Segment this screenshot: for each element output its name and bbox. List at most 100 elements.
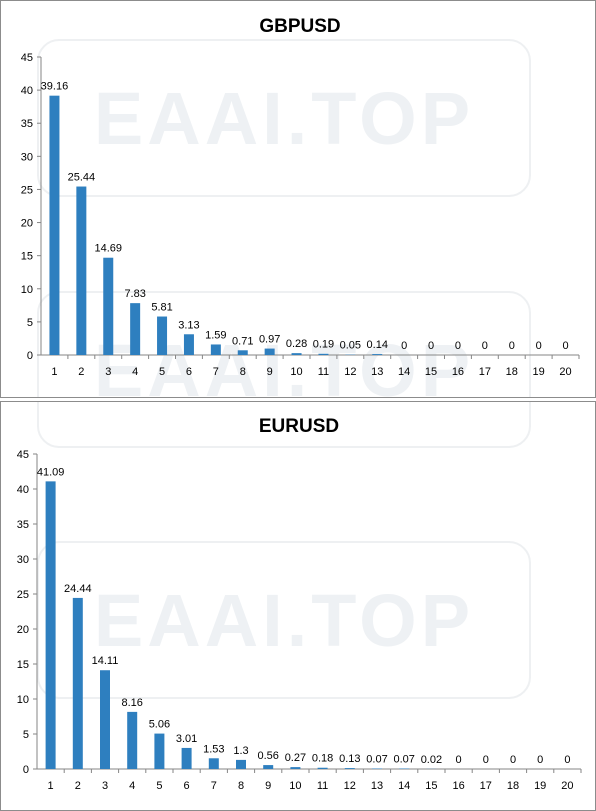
- x-tick-label: 19: [534, 780, 546, 792]
- bar: [291, 353, 302, 355]
- data-label: 0: [456, 754, 462, 766]
- data-label: 1.53: [203, 743, 224, 755]
- x-tick-label: 15: [425, 780, 437, 792]
- data-label: 0: [509, 340, 515, 352]
- x-tick-label: 20: [559, 366, 571, 378]
- data-label: 0: [428, 340, 434, 352]
- y-tick-label: 15: [17, 659, 29, 671]
- y-tick-label: 20: [17, 624, 29, 636]
- x-tick-label: 1: [48, 780, 54, 792]
- data-label: 7.83: [124, 288, 145, 300]
- data-label: 0: [401, 340, 407, 352]
- x-tick-label: 17: [479, 366, 491, 378]
- data-label: 3.13: [178, 319, 199, 331]
- x-tick-label: 10: [290, 366, 302, 378]
- data-label: 0.02: [421, 754, 442, 766]
- bar: [318, 353, 329, 355]
- x-tick-label: 16: [452, 366, 464, 378]
- bar: [127, 711, 138, 769]
- y-tick-label: 35: [21, 118, 33, 130]
- chart-panel-eurusd: EAAI.TOP EAAI.TOP EURUSD0510152025303540…: [0, 401, 596, 811]
- data-label: 0.13: [339, 753, 360, 765]
- data-label: 0.56: [257, 750, 278, 762]
- x-tick-label: 12: [344, 366, 356, 378]
- y-tick-label: 45: [21, 52, 33, 64]
- x-tick-label: 18: [506, 366, 518, 378]
- data-label: 0.05: [340, 340, 361, 352]
- data-label: 1.3: [233, 745, 248, 757]
- data-label: 24.44: [64, 583, 92, 595]
- x-tick-label: 5: [156, 780, 162, 792]
- y-tick-label: 40: [17, 484, 29, 496]
- x-tick-label: 1: [51, 366, 57, 378]
- x-tick-label: 20: [561, 780, 573, 792]
- data-label: 14.69: [94, 243, 122, 255]
- x-tick-label: 13: [371, 780, 383, 792]
- y-tick-label: 25: [17, 589, 29, 601]
- x-tick-label: 6: [186, 366, 192, 378]
- bar: [290, 767, 301, 769]
- chart-title: EURUSD: [259, 416, 339, 437]
- data-label: 39.16: [41, 81, 69, 93]
- data-label: 5.81: [151, 302, 172, 314]
- bar: [210, 344, 221, 355]
- y-tick-label: 10: [21, 284, 33, 296]
- y-tick-label: 10: [17, 694, 29, 706]
- x-tick-label: 18: [507, 780, 519, 792]
- x-tick-label: 19: [533, 366, 545, 378]
- x-tick-label: 3: [105, 366, 111, 378]
- x-tick-label: 9: [267, 366, 273, 378]
- data-label: 0: [510, 754, 516, 766]
- data-label: 41.09: [37, 466, 65, 478]
- bar: [181, 747, 192, 769]
- bar: [49, 95, 60, 356]
- data-label: 14.11: [92, 655, 119, 667]
- x-tick-label: 15: [425, 366, 437, 378]
- x-tick-label: 10: [289, 780, 301, 792]
- x-tick-label: 4: [132, 366, 138, 378]
- data-label: 0.71: [232, 335, 253, 347]
- x-tick-label: 11: [317, 780, 328, 792]
- data-label: 0.14: [367, 339, 388, 351]
- x-tick-label: 3: [102, 780, 108, 792]
- bar: [264, 348, 275, 355]
- bar: [344, 768, 355, 769]
- data-label: 3.01: [176, 733, 197, 745]
- data-label: 0.27: [285, 752, 306, 764]
- data-label: 0: [564, 754, 570, 766]
- data-label: 0.07: [393, 754, 414, 766]
- data-label: 25.44: [68, 172, 96, 184]
- bar-chart-eurusd: EURUSD05101520253035404541.09124.44214.1…: [17, 416, 582, 792]
- data-label: 0: [562, 340, 568, 352]
- y-tick-label: 5: [27, 317, 33, 329]
- data-label: 0: [455, 340, 461, 352]
- y-tick-label: 30: [21, 151, 33, 163]
- data-label: 0: [482, 340, 488, 352]
- data-label: 1.59: [205, 329, 226, 341]
- bar: [154, 733, 165, 769]
- x-tick-label: 4: [129, 780, 135, 792]
- x-tick-label: 5: [159, 366, 165, 378]
- x-tick-label: 12: [344, 780, 356, 792]
- x-tick-label: 6: [184, 780, 190, 792]
- data-label: 0.18: [312, 753, 333, 765]
- bar: [208, 758, 219, 769]
- bar: [130, 303, 141, 355]
- bar: [100, 670, 110, 769]
- bar: [103, 257, 114, 355]
- x-tick-label: 8: [238, 780, 244, 792]
- data-label: 0.19: [313, 339, 334, 351]
- x-tick-label: 2: [75, 780, 81, 792]
- x-tick-label: 9: [265, 780, 271, 792]
- chart-panel-gbpusd: EAAI.TOP EAAI.TOP GBPUSD 0 5 10 15 20 25 30 35 40…: [0, 0, 596, 398]
- data-label: 8.16: [121, 697, 142, 709]
- y-tick-label: 40: [21, 85, 33, 97]
- data-label: 0.07: [366, 754, 387, 766]
- bar: [76, 186, 87, 355]
- bar: [72, 597, 83, 769]
- x-tick-label: 7: [211, 780, 217, 792]
- y-tick-label: 25: [21, 184, 33, 196]
- bar: [183, 334, 194, 355]
- x-tick-label: 13: [371, 366, 383, 378]
- chart-title: GBPUSD: [259, 16, 340, 37]
